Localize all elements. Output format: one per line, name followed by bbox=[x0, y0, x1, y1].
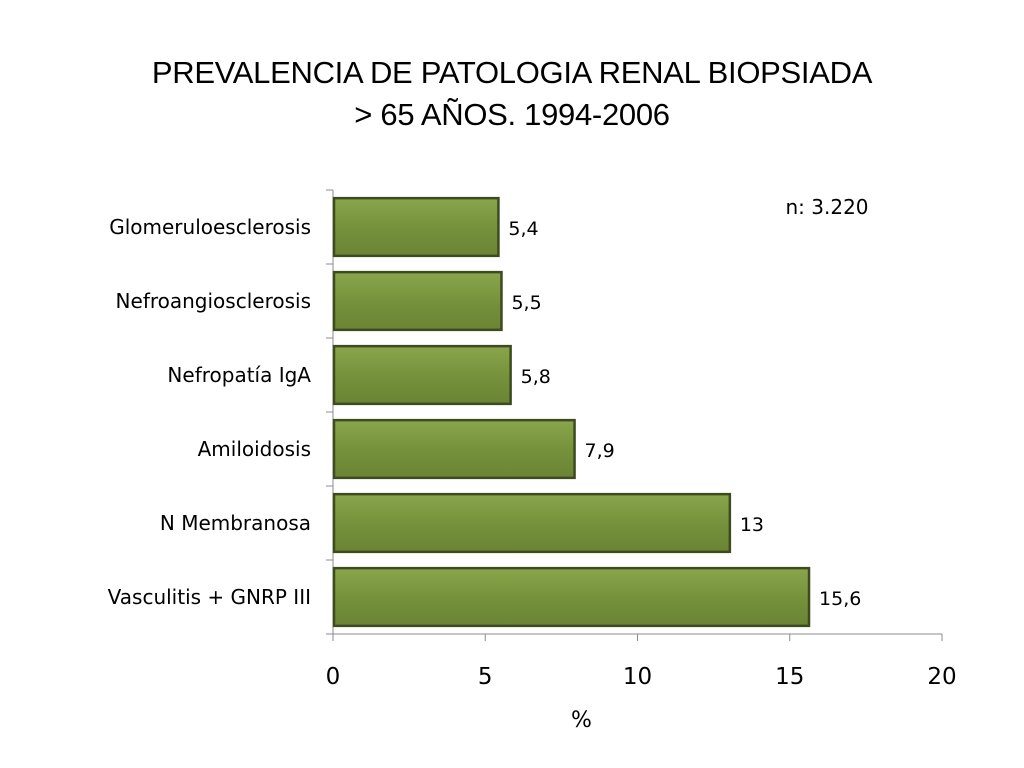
value-label: 13 bbox=[740, 514, 764, 536]
chart-title-line-1: PREVALENCIA DE PATOLOGIA RENAL BIOPSIADA bbox=[151, 55, 873, 90]
category-label: Nefropatía IgA bbox=[167, 363, 311, 387]
value-label: 7,9 bbox=[585, 440, 615, 462]
category-label: Nefroangiosclerosis bbox=[116, 289, 311, 313]
value-label: 15,6 bbox=[819, 588, 861, 610]
chart-title: PREVALENCIA DE PATOLOGIA RENAL BIOPSIADA… bbox=[0, 52, 1024, 136]
bar bbox=[332, 344, 512, 406]
bar bbox=[332, 566, 811, 628]
value-label: 5,4 bbox=[508, 218, 538, 240]
bar bbox=[332, 492, 732, 554]
bar bbox=[332, 418, 576, 480]
x-tick-label: 0 bbox=[326, 664, 341, 690]
x-tick-label: 10 bbox=[623, 664, 652, 690]
x-tick-label: 5 bbox=[478, 664, 493, 690]
sample-size-note: n: 3.220 bbox=[785, 195, 868, 219]
x-tick-label: 15 bbox=[775, 664, 804, 690]
value-label: 5,5 bbox=[511, 292, 541, 314]
chart-title-line-2: > 65 AÑOS. 1994-2006 bbox=[354, 97, 670, 132]
x-axis-title: % bbox=[571, 708, 592, 733]
category-label: Vasculitis + GNRP III bbox=[108, 585, 311, 609]
category-label: N Membranosa bbox=[160, 511, 311, 535]
value-label: 5,8 bbox=[521, 366, 551, 388]
category-label: Amiloidosis bbox=[198, 437, 311, 461]
bar bbox=[332, 196, 500, 258]
x-tick-label: 20 bbox=[927, 664, 956, 690]
category-label: Glomeruloesclerosis bbox=[109, 215, 311, 239]
bar bbox=[332, 270, 503, 332]
